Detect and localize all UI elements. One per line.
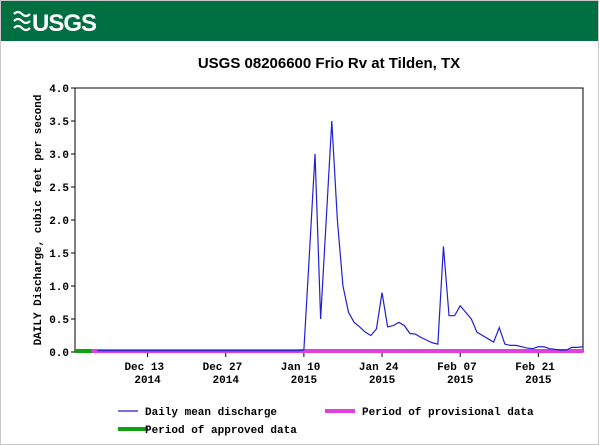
period-bar	[91, 349, 583, 353]
chart-title: USGS 08206600 Frio Rv at Tilden, TX	[198, 55, 460, 72]
x-tick-label: Dec 27 2014	[203, 362, 249, 387]
x-tick-label: Jan 24 2015	[359, 362, 405, 387]
y-tick-label: 2.0	[49, 216, 69, 228]
x-tick-label: Feb 07 2015	[437, 362, 483, 387]
legend-label: Period of approved data	[145, 425, 297, 437]
data-line	[97, 120, 584, 352]
x-tick-label: Feb 21 2015	[515, 362, 561, 387]
x-tick-label: Jan 10 2015	[281, 362, 327, 387]
legend-swatch	[118, 427, 148, 431]
y-tick-label: 0.5	[49, 315, 69, 327]
legend-label: Period of provisional data	[362, 407, 534, 419]
y-axis-label: DAILY Discharge, cubic feet per second	[33, 95, 45, 346]
logo-waves	[13, 10, 31, 32]
y-tick-label: 2.5	[49, 183, 69, 195]
logo: USGS	[32, 10, 97, 37]
x-tick-label: Dec 13 2014	[124, 362, 170, 387]
y-tick-label: 4.0	[49, 84, 69, 96]
y-tick-label: 0.0	[49, 348, 69, 360]
legend-swatch	[325, 409, 355, 413]
y-tick-label: 1.0	[49, 282, 69, 294]
legend-label: Daily mean discharge	[145, 407, 277, 419]
header-bar	[1, 1, 598, 41]
y-tick-label: 1.5	[49, 249, 69, 261]
period-bar	[75, 349, 92, 353]
y-tick-label: 3.0	[49, 150, 69, 162]
y-tick-label: 3.5	[49, 117, 69, 129]
